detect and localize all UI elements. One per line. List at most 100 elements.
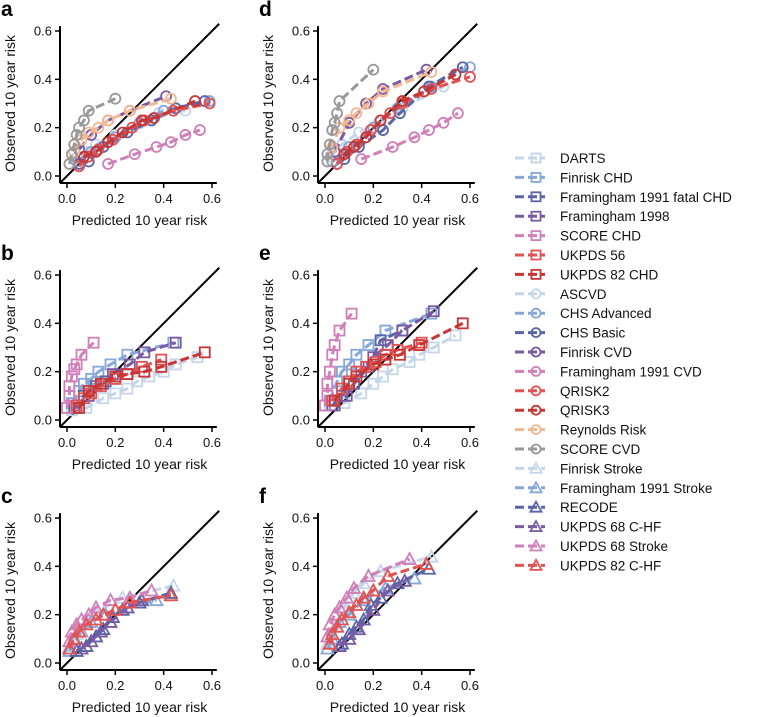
x-tick-label: 0.2 xyxy=(364,435,382,450)
diagonal-reference-line xyxy=(317,267,478,428)
legend-label: SCORE CHD xyxy=(560,229,641,244)
y-tick-label: 0.2 xyxy=(292,364,310,379)
circle-marker xyxy=(530,288,542,300)
square-marker xyxy=(343,377,356,390)
series-ukpds-82-chd xyxy=(73,346,211,414)
y-tick-label: 0.0 xyxy=(292,413,310,428)
panel-letter: a xyxy=(1,0,13,21)
circle-marker xyxy=(355,153,368,165)
circle-marker xyxy=(530,365,542,377)
circle-marker xyxy=(333,95,346,107)
y-tick-label: 0.4 xyxy=(292,72,310,87)
y-tick-label: 0.0 xyxy=(292,656,310,671)
triangle-marker xyxy=(528,519,544,532)
x-tick-label: 0.6 xyxy=(203,678,221,693)
x-axis-label: Predicted 10 year risk xyxy=(330,699,466,715)
panel-b: b 0.0 0.0 0.2 0.2 0.4 0.4 0.6 0.6 Predicted 10 ye… xyxy=(1,242,221,472)
x-tick-label: 0.4 xyxy=(413,435,431,450)
circle-marker xyxy=(92,121,105,134)
series-line xyxy=(77,350,206,409)
y-tick-label: 0.4 xyxy=(34,559,52,574)
circle-marker xyxy=(102,136,114,149)
triangle-marker xyxy=(402,551,418,565)
legend-label: UKPDS 68 Stroke xyxy=(560,539,668,554)
triangle-marker xyxy=(73,640,90,655)
x-tick-label: 0.4 xyxy=(155,191,173,206)
square-marker xyxy=(362,339,375,351)
square-marker xyxy=(87,336,100,349)
y-tick-label: 0.6 xyxy=(292,24,310,39)
y-tick-label: 0.2 xyxy=(34,120,52,135)
y-tick-label: 0.2 xyxy=(292,607,310,622)
circle-marker xyxy=(63,158,76,170)
circle-marker xyxy=(323,138,336,151)
series-framingham-1991-cvd xyxy=(355,107,464,165)
legend-label: Framingham 1991 CVD xyxy=(560,364,702,379)
square-marker xyxy=(328,394,341,407)
triangle-marker xyxy=(163,585,179,599)
triangle-marker xyxy=(356,589,372,604)
triangle-marker xyxy=(61,640,77,655)
circle-marker xyxy=(331,107,343,120)
circle-marker xyxy=(82,126,95,139)
x-tick-label: 0.6 xyxy=(203,191,221,206)
series-line xyxy=(325,557,411,637)
x-tick-label: 0.6 xyxy=(461,435,479,450)
circle-marker xyxy=(65,148,78,161)
square-marker xyxy=(121,368,134,380)
circle-marker xyxy=(452,107,464,120)
square-marker xyxy=(169,336,182,349)
circle-marker xyxy=(449,68,462,81)
circle-marker xyxy=(92,143,105,156)
circle-marker xyxy=(348,141,360,153)
legend-item: UKPDS 68 Stroke xyxy=(515,538,668,554)
legend-item: Reynolds Risk xyxy=(515,423,647,438)
triangle-marker xyxy=(95,606,111,621)
square-marker xyxy=(323,365,336,378)
triangle-marker xyxy=(528,558,544,571)
x-tick-label: 0.6 xyxy=(203,435,221,450)
triangle-marker xyxy=(61,643,77,657)
legend-label: CHS Advanced xyxy=(560,306,652,321)
triangle-marker xyxy=(78,616,94,631)
circle-marker xyxy=(530,404,542,416)
triangle-marker xyxy=(341,630,357,645)
series-darts xyxy=(323,329,462,412)
triangle-marker xyxy=(102,614,119,628)
legend-item: UKPDS 56 xyxy=(515,248,625,263)
circle-marker xyxy=(102,158,114,170)
legend-item: Finrisk CHD xyxy=(515,170,633,185)
square-marker xyxy=(379,353,392,366)
y-axis-label: Observed 10 year risk xyxy=(2,521,18,659)
triangle-marker xyxy=(341,604,357,619)
series-ukpds-82-c-hf xyxy=(322,556,435,650)
square-marker xyxy=(530,249,542,261)
legend-label: Reynolds Risk xyxy=(560,423,647,438)
square-marker xyxy=(377,370,389,383)
circle-marker xyxy=(386,141,399,153)
square-marker xyxy=(131,375,143,388)
triangle-marker xyxy=(324,626,340,640)
circle-marker xyxy=(165,136,177,149)
circle-marker xyxy=(530,327,542,339)
square-marker xyxy=(350,370,363,383)
series-score-cvd xyxy=(63,92,122,170)
panel-a: a 0.0 0.0 0.2 0.2 0.4 0.4 0.6 0.6 Predicted 10 ye… xyxy=(1,0,221,228)
triangle-marker xyxy=(346,580,362,594)
x-tick-label: 0.2 xyxy=(106,435,124,450)
circle-marker xyxy=(150,141,163,153)
square-marker xyxy=(73,402,85,414)
circle-marker xyxy=(148,112,160,124)
circle-marker xyxy=(136,114,148,127)
panel-d: d 0.0 0.0 0.2 0.2 0.4 0.4 0.6 0.6 Predicted 10 ye… xyxy=(259,0,479,228)
triangle-marker xyxy=(331,638,348,652)
legend-item: Framingham 1998 xyxy=(515,209,670,224)
triangle-marker xyxy=(329,618,345,633)
y-tick-label: 0.0 xyxy=(34,656,52,671)
triangle-marker xyxy=(107,601,123,616)
square-marker xyxy=(138,346,151,359)
circle-marker xyxy=(350,107,363,120)
y-tick-label: 0.4 xyxy=(34,72,52,87)
circle-marker xyxy=(90,145,102,158)
